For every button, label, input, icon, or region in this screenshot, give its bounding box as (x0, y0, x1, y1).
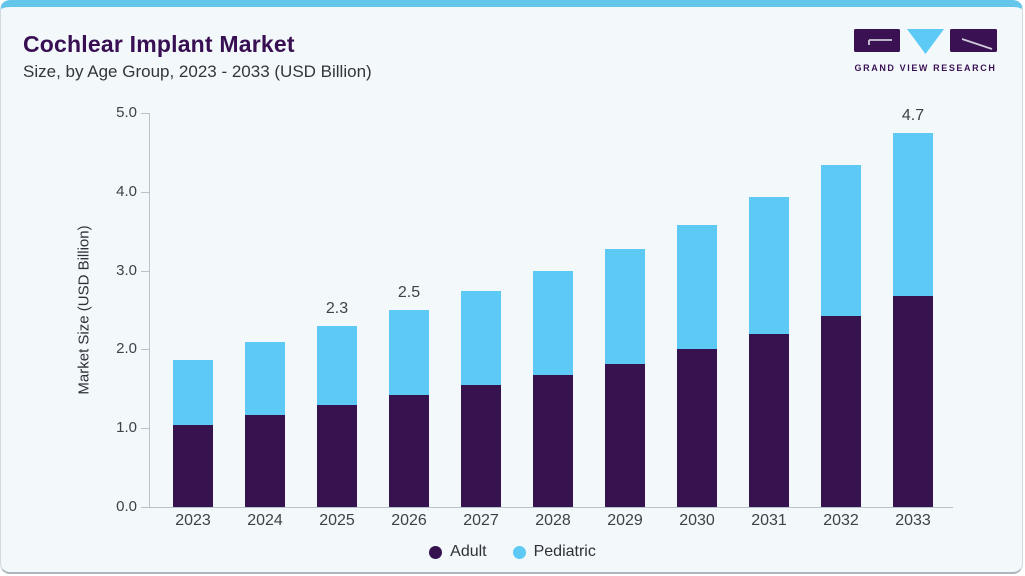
y-tick-label: 0.0 (116, 498, 137, 515)
bar-segment-pediatric-2024 (245, 342, 285, 415)
logo-triangle-icon (907, 29, 944, 54)
x-tick-label-2032: 2032 (823, 512, 859, 529)
bar-segment-adult-2030 (677, 348, 717, 507)
bar-segment-pediatric-2028 (533, 271, 573, 375)
x-tick-label-2024: 2024 (247, 512, 283, 529)
bar-total-label-2025: 2.3 (325, 299, 349, 317)
y-tick-mark (141, 191, 149, 193)
gvr-logo: GRAND VIEW RESEARCH (854, 28, 997, 73)
bar-segment-adult-2026 (389, 395, 429, 507)
x-tick-label-2029: 2029 (607, 512, 643, 529)
x-tick-label-2023: 2023 (175, 512, 211, 529)
bar-total-label-2026: 2.5 (397, 284, 421, 301)
x-tick-label-2027: 2027 (463, 512, 499, 529)
legend-item-pediatric: Pediatric (512, 543, 596, 561)
bar-segment-pediatric-2029 (605, 249, 645, 364)
legend-dot-pediatric (512, 545, 526, 559)
y-axis-line (149, 113, 150, 507)
chart-plot-area: Market Size (USD Billion) 0.0 1.0 2.0 3.0 4.… (1, 7, 1022, 572)
bar-segment-pediatric-2027 (461, 291, 501, 385)
gvr-logo-text: GRAND VIEW RESEARCH (854, 63, 997, 73)
bar-segment-pediatric-2026 (389, 310, 429, 396)
bar-segment-adult-2033 (893, 295, 933, 507)
gvr-logo-marks (854, 29, 997, 54)
x-tick-label-2031: 2031 (751, 512, 787, 529)
bar-segment-pediatric-2030 (677, 224, 717, 349)
y-tick-mark (141, 113, 149, 114)
bar-segment-adult-2031 (749, 333, 789, 507)
bar-segment-pediatric-2031 (749, 196, 789, 334)
bar-segment-adult-2028 (533, 374, 573, 507)
bar-segment-adult-2029 (605, 363, 645, 507)
y-tick-label: 1.0 (116, 419, 137, 437)
page-title: Cochlear Implant Market (23, 31, 295, 57)
x-tick-label-2025: 2025 (319, 512, 355, 529)
bar-segment-pediatric-2023 (173, 359, 213, 426)
bar-total-label-2033: 4.7 (901, 106, 925, 124)
x-tick-label-2028: 2028 (535, 512, 571, 529)
y-tick-label: 2.0 (116, 340, 137, 358)
bar-segment-adult-2025 (317, 404, 357, 507)
y-tick-mark (141, 507, 149, 508)
legend-dot-adult (429, 545, 443, 559)
y-tick-label: 5.0 (116, 104, 137, 121)
x-tick-label-2033: 2033 (895, 512, 931, 529)
legend: Adult Pediatric (1, 543, 1022, 561)
legend-label-adult: Adult (450, 543, 487, 560)
legend-item-adult: Adult (429, 543, 487, 561)
y-axis-title: Market Size (USD Billion) (75, 225, 93, 395)
logo-g-glyph (868, 39, 892, 45)
x-tick-label-2026: 2026 (391, 512, 427, 529)
y-tick-mark (141, 428, 149, 430)
bar-segment-pediatric-2025 (317, 325, 357, 405)
y-tick-label: 4.0 (116, 182, 137, 200)
chart-header: Cochlear Implant Market Size, by Age Gro… (23, 31, 372, 82)
bar-segment-adult-2023 (173, 425, 213, 507)
y-tick-mark (141, 270, 149, 272)
bar-segment-adult-2032 (821, 316, 861, 507)
bar-segment-adult-2027 (461, 384, 501, 507)
logo-r-glyph (961, 38, 993, 50)
legend-label-pediatric: Pediatric (533, 543, 596, 560)
y-tick-mark (141, 349, 149, 351)
bar-segment-adult-2024 (245, 414, 285, 507)
x-tick-label-2030: 2030 (679, 512, 715, 529)
page-subtitle: Size, by Age Group, 2023 - 2033 (USD Bil… (23, 62, 372, 81)
x-axis-line (149, 507, 953, 508)
y-tick-label: 3.0 (116, 261, 137, 279)
bar-segment-pediatric-2032 (821, 165, 861, 317)
bar-segment-pediatric-2033 (893, 132, 933, 296)
